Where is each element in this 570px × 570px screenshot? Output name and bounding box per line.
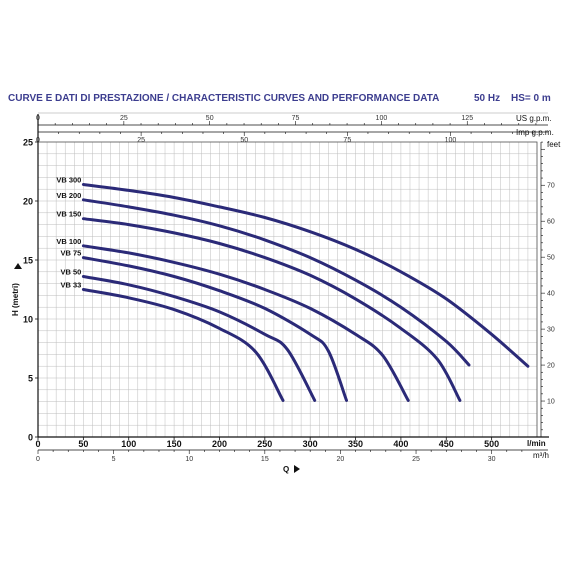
y-tick-label: 0 [28,433,33,443]
imp-gpm-tick-label: 100 [445,137,457,144]
x-tick-label: 450 [439,439,454,449]
m3h-tick-label: 5 [112,456,116,463]
y-tick-label: 25 [23,138,33,148]
feet-unit: feet [547,140,561,149]
chart-title: CURVE E DATI DI PRESTAZIONE / CHARACTERI… [8,93,439,104]
feet-tick-label: 50 [547,255,555,262]
y-tick-label: 15 [23,256,33,266]
x-tick-label: 50 [78,439,88,449]
y-tick-label: 5 [28,374,33,384]
series-line [81,244,410,402]
feet-tick-label: 70 [547,183,555,190]
x-tick-label: 200 [212,439,227,449]
x-tick-label: 150 [167,439,182,449]
grid [37,141,538,438]
us-gpm-tick-label: 125 [461,115,473,122]
axes: 0 50 100 150 200 250 300 350 400 450 5000510152025… [23,114,555,463]
x-tick-label: 300 [303,439,318,449]
lmin-unit: l/min [527,439,546,448]
y-tick-label: 20 [23,197,33,207]
frequency-label: 50 Hz [474,93,500,104]
x-tick-label: 400 [393,439,408,449]
plot-frame [37,141,538,438]
us-gpm-tick-label: 50 [206,115,214,122]
m3h-tick-label: 0 [36,456,40,463]
imp-gpm-unit: Imp g.p.m. [516,128,554,137]
imp-gpm-tick-label: 75 [343,137,351,144]
series-label: VB 300 [56,175,81,184]
series-label: VB 150 [56,210,81,219]
x-tick-label: 250 [257,439,272,449]
m3h-tick-label: 20 [337,456,345,463]
m3h-tick-label: 10 [185,456,193,463]
x-axis-title: Q [283,465,289,474]
x-axis-arrow [294,465,300,473]
series-label: VB 50 [61,268,82,277]
y-tick-label: 10 [23,315,33,325]
y-axis-title: H (metri) [11,283,20,316]
series-label: VB 75 [61,249,82,258]
curves [81,183,530,402]
x-tick-label: 0 [35,439,40,449]
feet-tick-label: 10 [547,399,555,406]
m3h-tick-label: 25 [412,456,420,463]
series-line [81,256,348,402]
feet-tick-label: 40 [547,291,555,298]
series-label: VB 200 [56,191,81,200]
x-tick-label: 500 [484,439,499,449]
us-gpm-tick-label: 100 [376,115,388,122]
feet-tick-label: 30 [547,327,555,334]
us-gpm-tick-label: 75 [292,115,300,122]
us-gpm-tick-label: 0 [36,115,40,122]
series-line [81,275,317,402]
m3h-tick-label: 30 [488,456,496,463]
x-tick-label: 100 [121,439,136,449]
feet-tick-label: 20 [547,363,555,370]
imp-gpm-tick-label: 25 [137,137,145,144]
x-tick-label: 350 [348,439,363,449]
m3h-unit: m³/h [533,451,549,460]
series-line [81,288,285,402]
us-gpm-tick-label: 25 [120,115,128,122]
y-axis-arrow [14,263,22,269]
series-line [81,217,462,402]
suction-head-label: HS= 0 m [511,93,551,104]
series-label: VB 100 [56,237,81,246]
m3h-tick-label: 15 [261,456,269,463]
imp-gpm-tick-label: 50 [240,137,248,144]
feet-tick-label: 60 [547,219,555,226]
curve-labels: VB 300 VB 200 VB 150 VB 100 VB 75 VB 50 VB 33 [56,175,81,289]
series-line [81,198,471,367]
series-line [81,183,530,368]
imp-gpm-tick-label: 0 [36,137,40,144]
us-gpm-unit: US g.p.m. [516,114,552,123]
series-label: VB 33 [61,281,82,290]
